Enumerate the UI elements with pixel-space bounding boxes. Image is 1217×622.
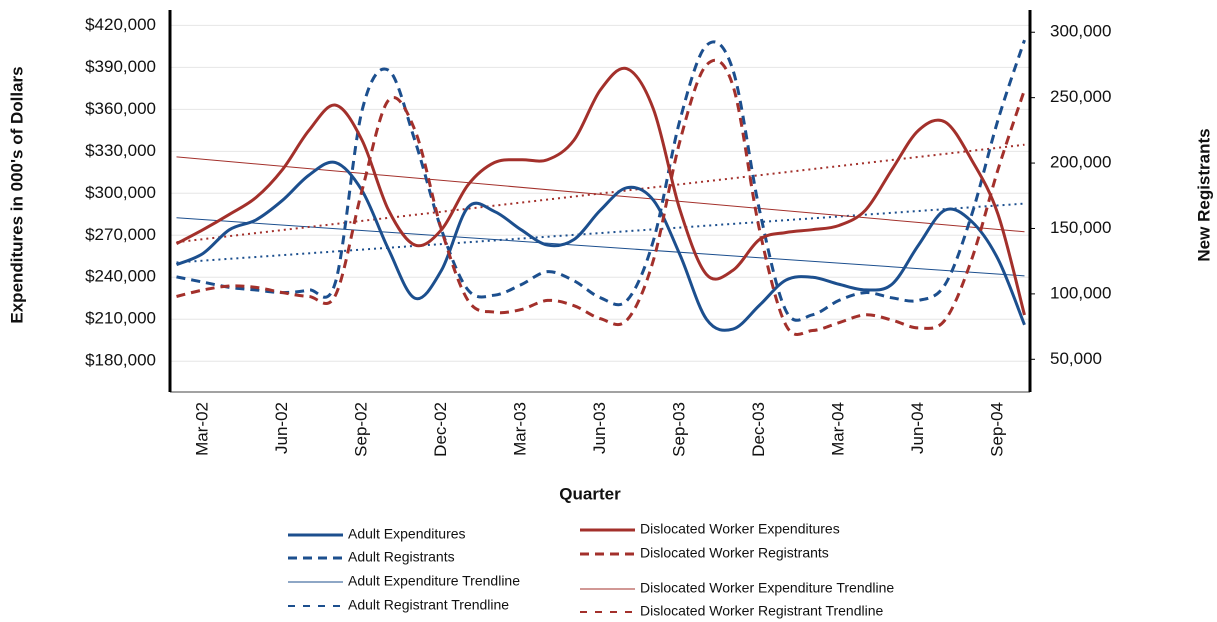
legend-label: Dislocated Worker Registrant Trendline <box>640 603 884 619</box>
legend: Adult Expenditures Adult Registrants Adult… <box>288 521 894 619</box>
series-line <box>176 39 1026 322</box>
x-tick-label: Sep-03 <box>669 402 688 457</box>
x-axis-title: Quarter <box>559 484 621 503</box>
y-tick-label: $420,000 <box>85 15 156 34</box>
y2-tick-label: 150,000 <box>1050 218 1111 237</box>
trendline <box>176 217 1025 277</box>
legend-label: Adult Expenditures <box>348 526 466 542</box>
y2-tick-label: 50,000 <box>1050 349 1102 368</box>
x-tick-label: Jun-02 <box>272 402 291 454</box>
x-tick-label: Mar-02 <box>192 402 211 456</box>
y-tick-label: $330,000 <box>85 141 156 160</box>
x-tick-label: Dec-03 <box>749 402 768 457</box>
y2-tick-label: 300,000 <box>1050 22 1111 41</box>
legend-label: Adult Registrants <box>348 549 455 565</box>
series-line <box>175 160 1026 332</box>
y2-axis-title: New Registrants <box>1194 128 1213 261</box>
y-axis-title: Expenditures in 000's of Dollars <box>7 66 26 323</box>
y-tick-label: $360,000 <box>85 99 156 118</box>
y2-tick-label: 100,000 <box>1050 283 1111 302</box>
x-tick-label: Sep-02 <box>351 402 370 457</box>
y2-tick-label: 250,000 <box>1050 87 1111 106</box>
y-tick-label: $270,000 <box>85 225 156 244</box>
legend-label: Adult Registrant Trendline <box>348 597 509 613</box>
y-tick-label: $390,000 <box>85 57 156 76</box>
y2-tick-label: 200,000 <box>1050 153 1111 172</box>
trendline <box>176 143 1025 244</box>
legend-label: Dislocated Worker Registrants <box>640 545 829 561</box>
x-tick-label: Jun-03 <box>590 402 609 454</box>
x-tick-label: Mar-03 <box>510 402 529 456</box>
series-line <box>176 58 1026 336</box>
y-tick-label: $210,000 <box>85 309 156 328</box>
x-tick-label: Sep-04 <box>987 402 1006 457</box>
trendline <box>176 202 1025 264</box>
legend-label: Adult Expenditure Trendline <box>348 573 520 589</box>
x-tick-label: Jun-04 <box>908 402 927 454</box>
legend-label: Dislocated Worker Expenditure Trendline <box>640 580 894 596</box>
x-tick-label: Dec-02 <box>431 402 450 457</box>
x-tick-label: Mar-04 <box>828 402 847 456</box>
series-line <box>175 66 1026 316</box>
legend-label: Dislocated Worker Expenditures <box>640 521 840 537</box>
y-tick-label: $240,000 <box>85 267 156 286</box>
y-tick-label: $180,000 <box>85 351 156 370</box>
y-tick-label: $300,000 <box>85 183 156 202</box>
